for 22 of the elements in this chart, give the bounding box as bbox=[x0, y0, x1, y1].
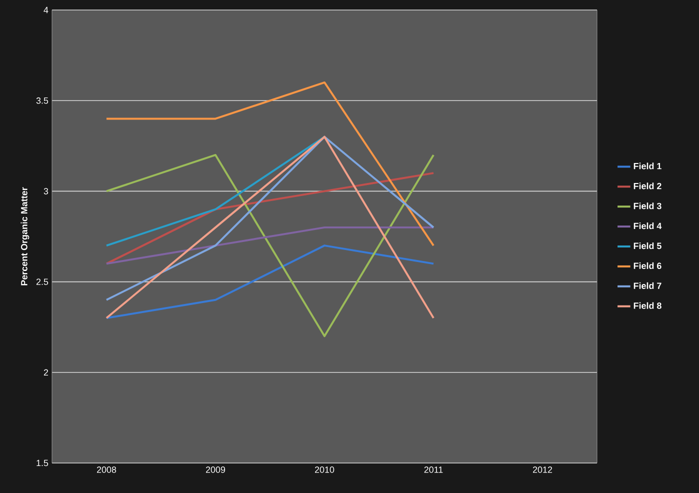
x-tick-label: 2009 bbox=[206, 466, 226, 473]
legend-label: Field 7 bbox=[634, 282, 662, 289]
legend-label: Field 5 bbox=[634, 242, 662, 250]
legend-label: Field 1 bbox=[634, 162, 662, 170]
line-series bbox=[106, 172, 435, 265]
x-tick-label: 2012 bbox=[532, 466, 552, 473]
y-tick-label: 1.5 bbox=[36, 460, 48, 466]
line-series bbox=[106, 244, 435, 320]
y-tick-label: 3.5 bbox=[36, 97, 48, 104]
legend-label: Field 4 bbox=[634, 222, 662, 230]
x-tick-label: 2008 bbox=[96, 466, 116, 473]
legend-label: Field 8 bbox=[634, 302, 662, 309]
y-tick-label: 4 bbox=[44, 6, 48, 14]
y-tick-label: 2 bbox=[44, 369, 48, 376]
x-tick-label: 2011 bbox=[424, 466, 443, 473]
y-axis-title: Percent Organic Matter bbox=[20, 187, 30, 286]
y-tick-label: 2.5 bbox=[36, 278, 48, 285]
legend-label: Field 2 bbox=[634, 182, 662, 190]
legend-label: Field 6 bbox=[634, 262, 662, 270]
legend-label: Field 3 bbox=[634, 202, 662, 210]
x-tick-label: 2010 bbox=[314, 466, 334, 473]
y-tick-label: 3 bbox=[44, 188, 48, 194]
